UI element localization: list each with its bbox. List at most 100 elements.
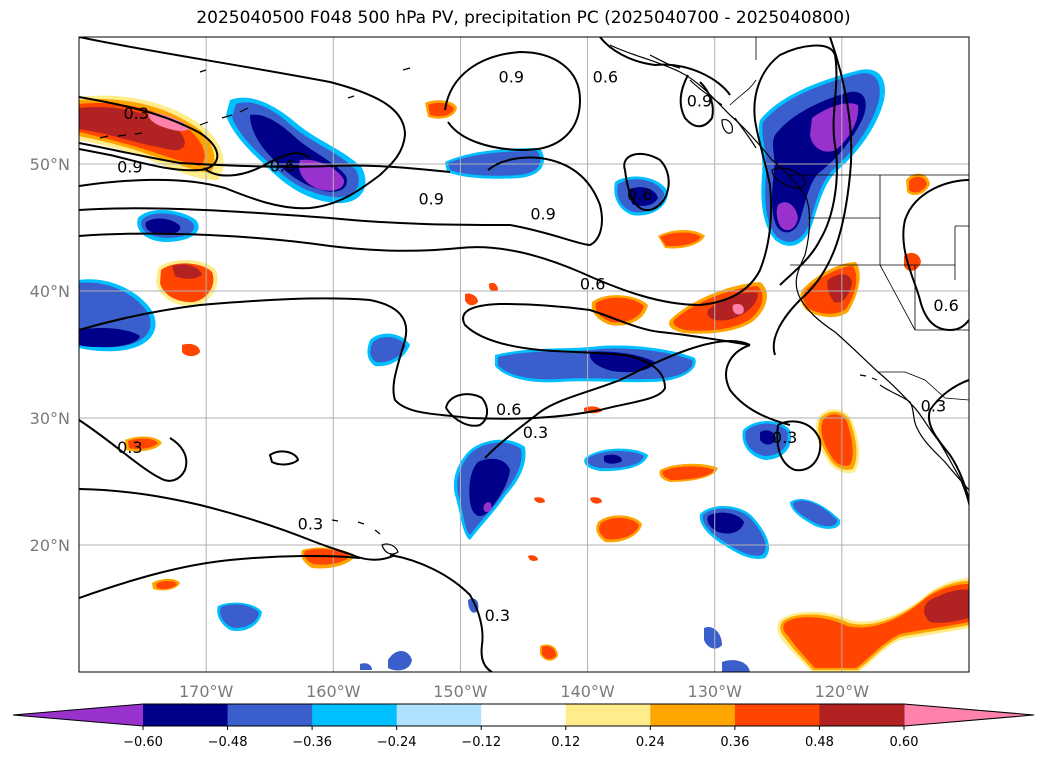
contour-label: 0.6 bbox=[627, 185, 652, 204]
coastlines bbox=[99, 44, 969, 555]
latitude-tick-label: 20°N bbox=[30, 536, 70, 555]
contour-label: 0.6 bbox=[496, 400, 521, 419]
pv-contour-0.6 bbox=[725, 344, 791, 426]
coastline-haida-gwaii bbox=[721, 119, 733, 134]
precip-positive-region bbox=[79, 106, 185, 151]
precip-negative-region bbox=[388, 651, 412, 671]
precip-negative-region bbox=[483, 502, 492, 513]
longitude-tick-label: 120°W bbox=[815, 682, 870, 701]
colorbar-tick-label: 0.60 bbox=[890, 735, 919, 750]
coastline-vancouver-island bbox=[771, 167, 807, 189]
precip-positive-region bbox=[598, 517, 639, 540]
colorbar-segment bbox=[565, 704, 651, 726]
precip-positive-region bbox=[428, 102, 454, 117]
longitude-tick-label: 150°W bbox=[433, 682, 488, 701]
precip-negative-region bbox=[468, 598, 479, 613]
precip-negative-region bbox=[707, 512, 744, 534]
precip-negative-region bbox=[776, 202, 798, 231]
border-states bbox=[790, 175, 969, 331]
contour-label: 0.6 bbox=[270, 156, 295, 175]
precip-positive-region bbox=[156, 581, 177, 589]
contour-label: 0.3 bbox=[523, 423, 548, 442]
contour-label: 0.9 bbox=[687, 92, 712, 111]
gridlines bbox=[79, 37, 969, 672]
pv-contour-0.3 bbox=[484, 340, 751, 459]
precip-positive-region bbox=[660, 232, 701, 247]
border-alaska-canada bbox=[729, 37, 757, 106]
precip-positive-region bbox=[783, 584, 969, 668]
pv-contour-0.6 bbox=[445, 393, 488, 427]
border-us-mexico bbox=[878, 371, 969, 401]
precip-positive-region bbox=[590, 497, 602, 504]
coastline-hawaii bbox=[331, 519, 399, 555]
colorbar-segment bbox=[227, 704, 313, 726]
longitude-tick-label: 170°W bbox=[179, 682, 234, 701]
contour-label: 0.3 bbox=[485, 606, 510, 625]
pv-contour-0.3 bbox=[776, 420, 822, 472]
pv-contour-0.9 bbox=[79, 156, 603, 247]
precip-positive-region bbox=[172, 264, 202, 279]
latitude-labels: 20°N 30°N 40°N 50°N bbox=[30, 155, 70, 555]
coastline-alaska-panhandle bbox=[649, 54, 757, 149]
precip-positive-region bbox=[182, 343, 200, 357]
precip-negative-region bbox=[370, 337, 406, 363]
colorbar-segment bbox=[481, 704, 567, 726]
longitude-labels: 170°W 160°W 150°W 140°W 130°W 120°W bbox=[179, 682, 869, 701]
precip-negative-region bbox=[469, 458, 510, 517]
precip-negative-region bbox=[604, 454, 622, 464]
colorbar-segment bbox=[819, 704, 905, 726]
pv-contour-0.6 bbox=[79, 44, 838, 307]
pv-contour-0.6 bbox=[203, 152, 311, 177]
figure-title: 2025040500 F048 500 hPa PV, precipitatio… bbox=[196, 8, 851, 28]
colorbar-segment bbox=[396, 704, 482, 726]
precip-positive-region bbox=[827, 274, 852, 303]
pv-contour-0.6 bbox=[79, 297, 751, 420]
pv-contour-0.3 bbox=[79, 554, 361, 599]
pv-contour-0.9 bbox=[444, 50, 582, 152]
pv-contour-0.3 bbox=[79, 96, 219, 172]
precip-positive-region bbox=[128, 438, 158, 449]
pv-contour-0.6 bbox=[599, 37, 731, 96]
precip-positive-region bbox=[732, 303, 744, 315]
colorbar-tick-label: −0.48 bbox=[208, 735, 248, 750]
colorbar: −0.60 −0.48 −0.36 −0.24 −0.12 0.12 0.24 0.36 0.4… bbox=[12, 703, 1035, 750]
contour-label: 0.3 bbox=[772, 428, 797, 447]
pv-contours bbox=[79, 37, 969, 672]
latitude-tick-label: 30°N bbox=[30, 409, 70, 428]
latitude-tick-label: 50°N bbox=[30, 155, 70, 174]
map-area: 0.30.9 0.60.90.90.90.60.60.30.60.90.60.30… bbox=[79, 37, 969, 672]
pv-contour-0.3 bbox=[389, 554, 493, 672]
precip-positive-region bbox=[489, 282, 498, 292]
precip-negative-region bbox=[220, 604, 259, 628]
pv-contour-0.3 bbox=[927, 379, 969, 501]
pv-contour-0.3 bbox=[79, 419, 188, 482]
precip-negative-region bbox=[589, 351, 655, 373]
precip-positive-region bbox=[662, 466, 714, 480]
contour-label: 0.6 bbox=[580, 274, 605, 293]
precip-positive-region bbox=[148, 112, 190, 132]
pv-contour-0.6 bbox=[902, 179, 969, 332]
longitude-tick-label: 160°W bbox=[306, 682, 361, 701]
colorbar-segment bbox=[143, 704, 229, 726]
pv-contour-0.3 bbox=[79, 488, 396, 561]
contour-label: 0.9 bbox=[499, 67, 524, 86]
colorbar-tick-label: −0.12 bbox=[461, 735, 501, 750]
contour-label: 0.3 bbox=[298, 514, 323, 533]
colorbar-extend-high bbox=[904, 704, 1034, 726]
precip-positive-region bbox=[821, 414, 853, 466]
contour-label: 0.6 bbox=[593, 67, 618, 86]
precip-negative-region bbox=[793, 500, 838, 527]
contour-label: 0.9 bbox=[117, 158, 142, 177]
precip-positive-region bbox=[465, 293, 478, 306]
colorbar-tick-label: 0.36 bbox=[720, 735, 749, 750]
contour-label: 0.6 bbox=[933, 296, 958, 315]
precip-positive-region bbox=[542, 646, 556, 660]
precip-shading bbox=[79, 69, 969, 672]
colorbar-tick-label: −0.60 bbox=[123, 735, 163, 750]
pv-contour-0.9 bbox=[679, 74, 714, 128]
precip-negative-region bbox=[448, 151, 541, 176]
coastline-aleutians bbox=[99, 67, 411, 139]
precip-negative-region bbox=[722, 660, 750, 672]
colorbar-segment bbox=[650, 704, 736, 726]
